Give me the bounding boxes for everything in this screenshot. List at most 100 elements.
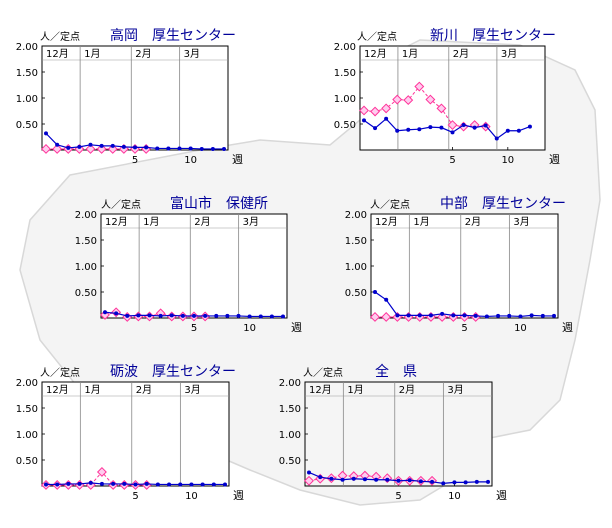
current-season-point — [111, 481, 116, 486]
previous-season-point — [370, 106, 381, 117]
current-season-point — [211, 482, 216, 487]
y-tick-label: 2.00 — [334, 42, 356, 53]
current-season-point — [77, 481, 82, 486]
current-season-point — [66, 481, 71, 486]
current-season-point — [44, 482, 48, 487]
current-season-point — [122, 481, 127, 486]
month-label: 3月 — [243, 216, 259, 228]
current-season-point — [77, 144, 82, 149]
x-tick-label: 5 — [191, 323, 197, 334]
previous-season-point — [381, 312, 392, 322]
current-season-point — [144, 481, 149, 486]
current-season-point — [88, 480, 93, 485]
month-label: 2月 — [194, 216, 210, 228]
current-season-line — [363, 117, 531, 140]
previous-season-point — [392, 94, 403, 105]
current-season-point — [474, 479, 479, 484]
current-season-point — [169, 313, 174, 318]
previous-season-line — [46, 471, 147, 486]
month-label: 1月 — [402, 48, 418, 60]
previous-season-point — [52, 144, 63, 154]
current-season-point — [439, 125, 444, 130]
y-tick-label: 1.00 — [16, 94, 38, 105]
plot-area — [41, 381, 230, 487]
month-label: 12月 — [364, 48, 387, 60]
current-season-point — [373, 126, 378, 131]
previous-season-point — [85, 144, 96, 154]
current-season-point — [461, 123, 466, 128]
current-season-point — [462, 313, 467, 318]
y-tick-label: 2.00 — [16, 42, 38, 53]
current-season-point — [440, 311, 445, 316]
plot-area — [100, 213, 288, 319]
current-season-point — [188, 146, 193, 151]
previous-season-point — [403, 95, 414, 106]
previous-season-point — [107, 144, 118, 154]
previous-season-point — [447, 120, 458, 130]
current-season-point — [222, 146, 226, 151]
y-tick-label: 1.50 — [345, 236, 367, 247]
chart-panel-1: 12月 1月 2月 3月 2.00 1.50 1.00 0.50 5 10 週 人／定点 高岡 厚生セン… — [16, 27, 243, 166]
current-season-point — [99, 481, 104, 486]
month-label: 2月 — [136, 384, 152, 396]
y-tick-label: 2.00 — [279, 378, 301, 389]
current-season-point — [44, 131, 48, 136]
y-tick-label: 1.00 — [345, 262, 367, 273]
current-season-point — [407, 478, 412, 483]
current-season-point — [258, 314, 263, 319]
y-tick-label: 1.50 — [16, 404, 38, 415]
y-tick-label: 2.00 — [345, 210, 367, 221]
chart-panel-6: 12月 1月 2月 3月 2.00 1.50 1.00 0.50 5 10 週 人／定点 全 県 — [279, 363, 507, 502]
current-season-point — [189, 482, 194, 487]
current-season-point — [200, 482, 205, 487]
current-season-point — [486, 479, 490, 484]
unit-label: 人／定点 — [303, 366, 343, 379]
current-season-point — [180, 313, 185, 318]
current-season-point — [88, 142, 93, 147]
current-season-point — [133, 145, 137, 150]
current-season-point — [396, 478, 401, 483]
current-season-point — [133, 482, 138, 487]
month-label: 3月 — [501, 48, 517, 60]
previous-season-point — [41, 144, 51, 154]
x-tick-label: 10 — [501, 155, 514, 166]
month-label: 1月 — [347, 384, 363, 396]
month-label: 1月 — [143, 216, 159, 228]
current-season-point — [430, 479, 435, 484]
previous-season-point — [370, 312, 380, 322]
month-label: 3月 — [447, 384, 463, 396]
previous-season-point — [371, 471, 382, 482]
current-season-point — [136, 313, 141, 318]
unit-label: 人／定点 — [357, 30, 397, 43]
x-tick-label: 5 — [449, 155, 455, 166]
previous-season-point — [359, 105, 369, 116]
previous-season-point — [414, 81, 425, 92]
previous-season-point — [381, 103, 392, 114]
current-season-point — [452, 480, 457, 485]
current-season-point — [247, 314, 252, 319]
current-season-point — [281, 314, 285, 319]
plot-area — [41, 45, 229, 151]
chart-panel-2: 12月 1月 2月 3月 2.00 1.50 1.00 0.50 5 10 週 人／定点 新川 厚生セン… — [334, 28, 560, 166]
current-season-point — [374, 477, 379, 482]
previous-season-point — [425, 94, 436, 105]
week-unit-label: 週 — [233, 489, 244, 502]
chart-panel-3: 12月 1月 2月 3月 2.00 1.50 1.00 0.50 5 10 週 人／定点 富山市 保健所 — [75, 195, 302, 334]
current-season-point — [223, 482, 227, 487]
x-tick-label: 5 — [132, 491, 138, 502]
plot-area — [304, 381, 493, 487]
current-season-point — [418, 479, 423, 484]
x-tick-label: 5 — [461, 323, 467, 334]
current-season-point — [307, 470, 311, 475]
current-season-point — [552, 313, 556, 318]
previous-season-point — [96, 467, 107, 477]
current-season-point — [99, 143, 104, 148]
week-unit-label: 週 — [496, 489, 507, 502]
current-season-point — [269, 314, 274, 319]
current-season-point — [340, 477, 345, 482]
month-label: 3月 — [184, 384, 200, 396]
current-season-point — [428, 125, 433, 130]
previous-season-point — [337, 470, 348, 481]
current-season-point — [395, 128, 400, 133]
current-season-point — [177, 146, 182, 151]
